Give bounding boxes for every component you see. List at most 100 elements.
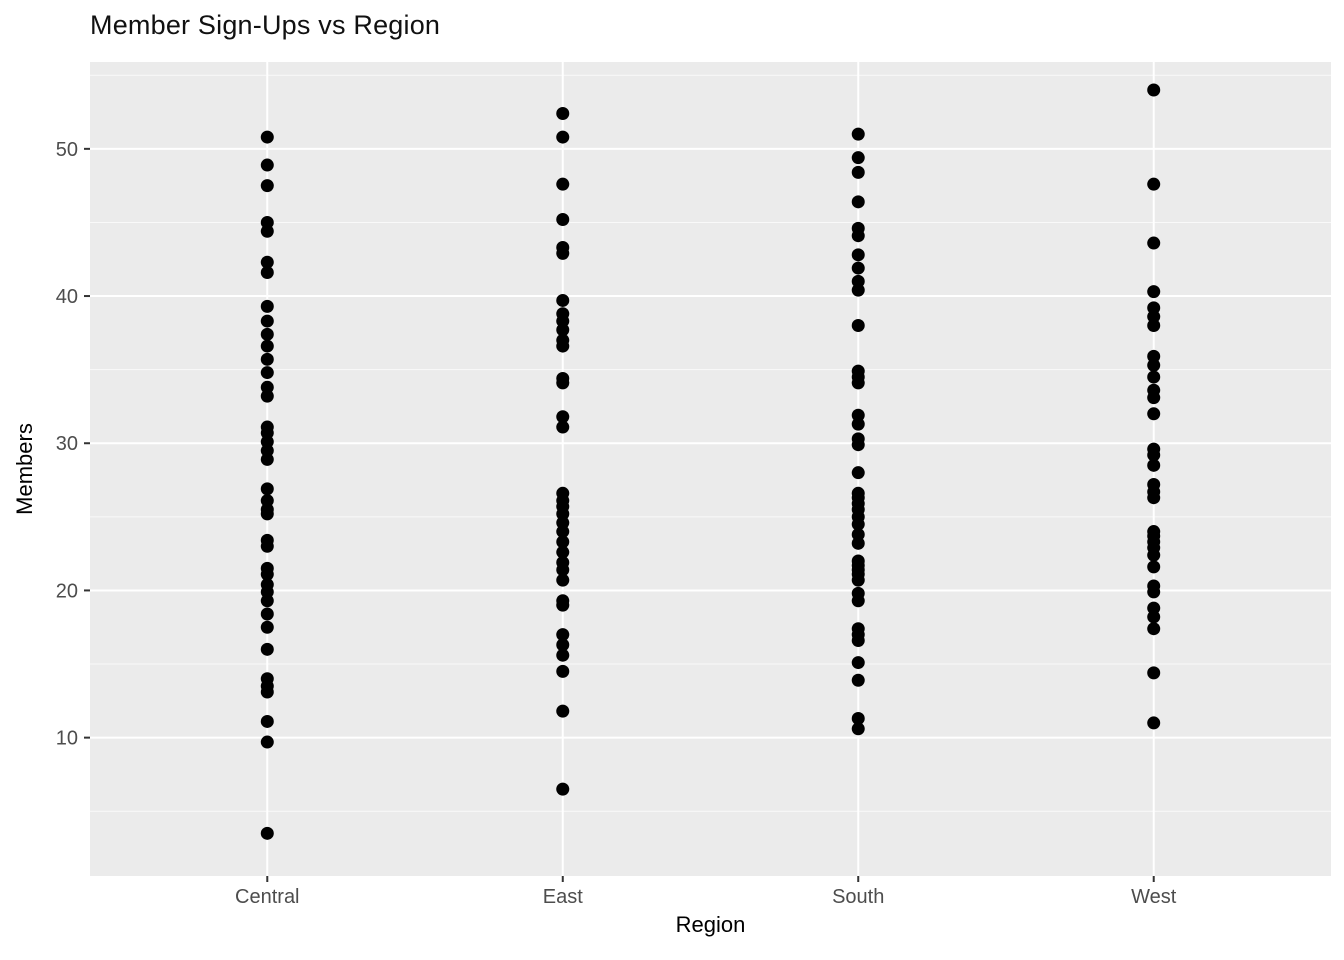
data-point — [851, 165, 865, 179]
data-point — [1147, 236, 1161, 250]
data-point — [260, 594, 274, 608]
data-point — [1147, 560, 1161, 574]
y-tick-label: 30 — [56, 433, 78, 455]
data-point — [556, 213, 570, 227]
data-point — [260, 685, 274, 699]
data-point — [556, 535, 570, 549]
data-point — [556, 782, 570, 796]
data-point — [851, 318, 865, 332]
data-point — [260, 130, 274, 144]
data-point — [851, 673, 865, 687]
data-point — [556, 664, 570, 678]
y-tick-label: 20 — [56, 580, 78, 602]
data-point — [1147, 548, 1161, 562]
data-point — [851, 438, 865, 452]
data-point — [851, 376, 865, 390]
data-point — [1147, 285, 1161, 299]
data-point — [260, 366, 274, 380]
data-point — [851, 127, 865, 141]
data-point — [260, 539, 274, 553]
data-point — [1147, 358, 1161, 372]
data-point — [1147, 177, 1161, 191]
data-point — [260, 620, 274, 634]
data-point — [260, 352, 274, 366]
data-point — [556, 323, 570, 337]
data-point — [260, 826, 274, 840]
data-point — [556, 545, 570, 559]
data-point — [1147, 370, 1161, 384]
data-point — [260, 567, 274, 581]
data-point — [556, 563, 570, 577]
data-point — [260, 607, 274, 621]
data-point — [1147, 448, 1161, 462]
y-tick-label: 10 — [56, 728, 78, 750]
data-point — [851, 573, 865, 587]
data-point — [556, 246, 570, 260]
data-point — [260, 158, 274, 172]
data-point — [260, 389, 274, 403]
data-point — [260, 299, 274, 313]
data-point — [556, 376, 570, 390]
data-point — [556, 704, 570, 718]
data-point — [1147, 83, 1161, 97]
data-point — [260, 265, 274, 279]
data-point — [1147, 585, 1161, 599]
data-point — [556, 648, 570, 662]
data-point — [851, 248, 865, 262]
data-point — [260, 179, 274, 193]
data-point — [851, 594, 865, 608]
data-point — [260, 314, 274, 328]
data-point — [556, 628, 570, 642]
data-point — [851, 283, 865, 297]
data-point — [1147, 391, 1161, 405]
data-point — [556, 598, 570, 612]
data-point — [556, 177, 570, 191]
data-point — [556, 525, 570, 539]
data-point — [556, 420, 570, 434]
x-tick-label: East — [543, 886, 583, 908]
y-axis-title: Members — [12, 423, 37, 515]
data-point — [260, 482, 274, 496]
data-point — [556, 339, 570, 353]
data-point — [1147, 666, 1161, 680]
data-point — [851, 656, 865, 670]
x-axis-title: Region — [675, 912, 746, 937]
data-point — [851, 261, 865, 275]
x-tick-label: South — [832, 886, 884, 908]
chart-title: Member Sign-Ups vs Region — [90, 10, 441, 40]
data-point — [260, 339, 274, 353]
data-point — [260, 327, 274, 341]
x-tick-label: West — [1131, 886, 1177, 908]
data-point — [851, 517, 865, 531]
data-point — [851, 195, 865, 209]
data-point — [556, 410, 570, 424]
data-point — [556, 638, 570, 652]
data-point — [260, 452, 274, 466]
data-point — [556, 130, 570, 144]
data-point — [1147, 407, 1161, 421]
data-point — [851, 536, 865, 550]
data-point — [260, 224, 274, 238]
data-point — [260, 714, 274, 728]
data-point — [851, 229, 865, 243]
data-point — [260, 507, 274, 521]
x-tick-label: Central — [235, 886, 299, 908]
data-point — [260, 255, 274, 269]
plot-panel — [90, 62, 1331, 876]
data-point — [851, 417, 865, 431]
data-point — [1147, 610, 1161, 624]
data-point — [1147, 491, 1161, 505]
data-point — [556, 293, 570, 307]
y-tick-label: 40 — [56, 286, 78, 308]
data-point — [851, 633, 865, 647]
data-point — [851, 466, 865, 480]
data-point — [1147, 622, 1161, 636]
data-point — [556, 107, 570, 121]
data-point — [1147, 318, 1161, 332]
data-point — [260, 642, 274, 656]
data-point — [851, 151, 865, 165]
data-point — [556, 573, 570, 587]
y-tick-label: 50 — [56, 139, 78, 161]
